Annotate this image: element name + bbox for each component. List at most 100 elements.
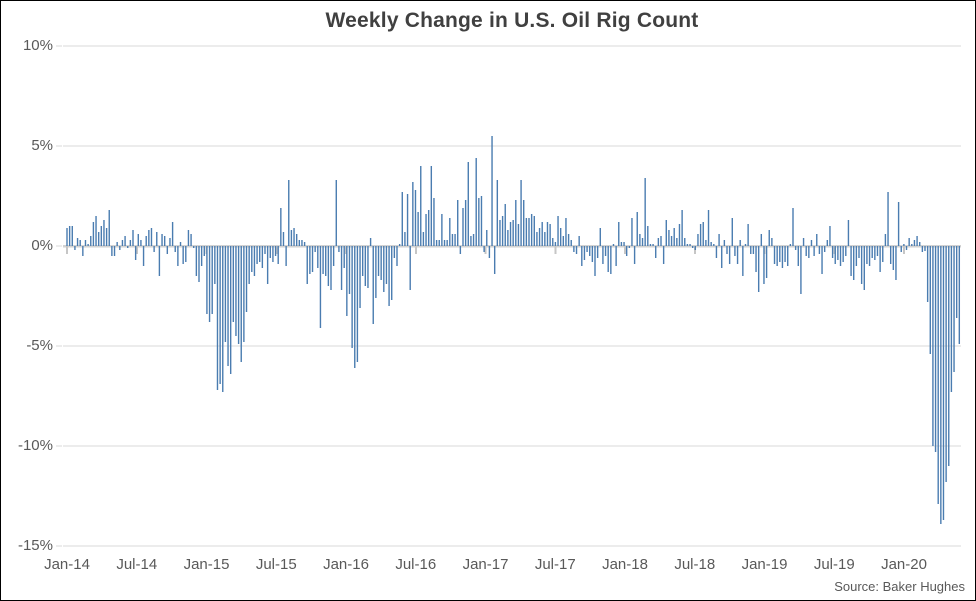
bar (237, 246, 240, 344)
bar (937, 246, 939, 504)
bar (538, 228, 541, 246)
bar (913, 240, 916, 246)
bar (97, 232, 100, 246)
bar (623, 242, 625, 246)
y-tick-label: 0% (31, 237, 53, 254)
bar (834, 246, 836, 264)
bar (309, 246, 311, 274)
bar (433, 198, 435, 246)
bar (705, 240, 707, 246)
bar (467, 162, 469, 246)
bar (491, 136, 493, 246)
bar (74, 246, 76, 250)
bar (507, 230, 509, 246)
bar (435, 240, 438, 246)
bar (216, 246, 219, 390)
bar (533, 216, 535, 246)
bar (837, 246, 839, 260)
bar (512, 220, 514, 246)
bar (277, 246, 279, 264)
bar (200, 246, 203, 266)
bar (359, 246, 361, 308)
bar (631, 218, 633, 246)
bar (182, 246, 184, 264)
bar (150, 228, 153, 246)
bar (736, 246, 739, 264)
bar (668, 230, 670, 246)
x-tick-label: Jan-17 (462, 556, 509, 573)
bar (222, 246, 224, 392)
bar (311, 246, 314, 272)
bar (686, 244, 689, 246)
bar (750, 246, 752, 254)
bar (338, 246, 340, 252)
bar (169, 238, 171, 246)
bar (240, 246, 242, 362)
bar (633, 246, 636, 264)
bar (589, 246, 591, 256)
bar (95, 216, 97, 246)
bar (863, 246, 865, 290)
bar (171, 222, 174, 246)
bar (486, 230, 488, 246)
bar (301, 240, 303, 246)
x-tick-label: Jul-18 (674, 556, 716, 573)
bar (185, 246, 187, 262)
x-tick-label: Jul-16 (395, 556, 437, 573)
bar (179, 242, 182, 246)
bar (332, 246, 335, 266)
bar (776, 246, 778, 266)
bar (773, 246, 776, 264)
bar (697, 234, 699, 246)
bar (618, 222, 620, 246)
bar (369, 238, 372, 246)
bar (509, 222, 512, 246)
bar (377, 246, 380, 276)
bar (726, 246, 728, 254)
bar (940, 246, 942, 524)
bar (892, 246, 895, 270)
bar (269, 246, 271, 258)
bar (90, 236, 92, 246)
bar (639, 234, 641, 246)
bar (562, 236, 565, 246)
bar (76, 238, 79, 246)
bar (66, 228, 68, 246)
bar (396, 246, 398, 266)
bar (676, 238, 678, 246)
bar (245, 246, 248, 312)
bar (871, 246, 873, 258)
bar (454, 234, 456, 246)
bar (243, 246, 245, 342)
bar (853, 246, 855, 280)
bar (955, 246, 958, 318)
bar (177, 246, 179, 266)
bar (615, 246, 617, 266)
bar (528, 218, 530, 246)
bar (715, 246, 718, 258)
bar (383, 246, 385, 292)
bar (689, 244, 691, 246)
y-tick-label: -10% (17, 437, 53, 454)
bar (636, 212, 638, 246)
x-tick-label: Jul-14 (116, 556, 158, 573)
bar (293, 228, 295, 246)
bar (282, 232, 285, 246)
bar (900, 246, 902, 252)
bar (781, 246, 784, 268)
bar (768, 230, 770, 246)
bar (826, 240, 829, 246)
bar (655, 246, 657, 258)
bar (805, 246, 807, 256)
bar (731, 218, 733, 246)
bar (79, 240, 81, 246)
bar (206, 246, 208, 314)
bar (356, 246, 359, 362)
bar (932, 246, 934, 446)
bar (214, 246, 216, 284)
bar (916, 236, 918, 246)
bar (821, 246, 823, 274)
bar (787, 246, 789, 266)
bar (406, 194, 409, 246)
bar (108, 210, 110, 246)
